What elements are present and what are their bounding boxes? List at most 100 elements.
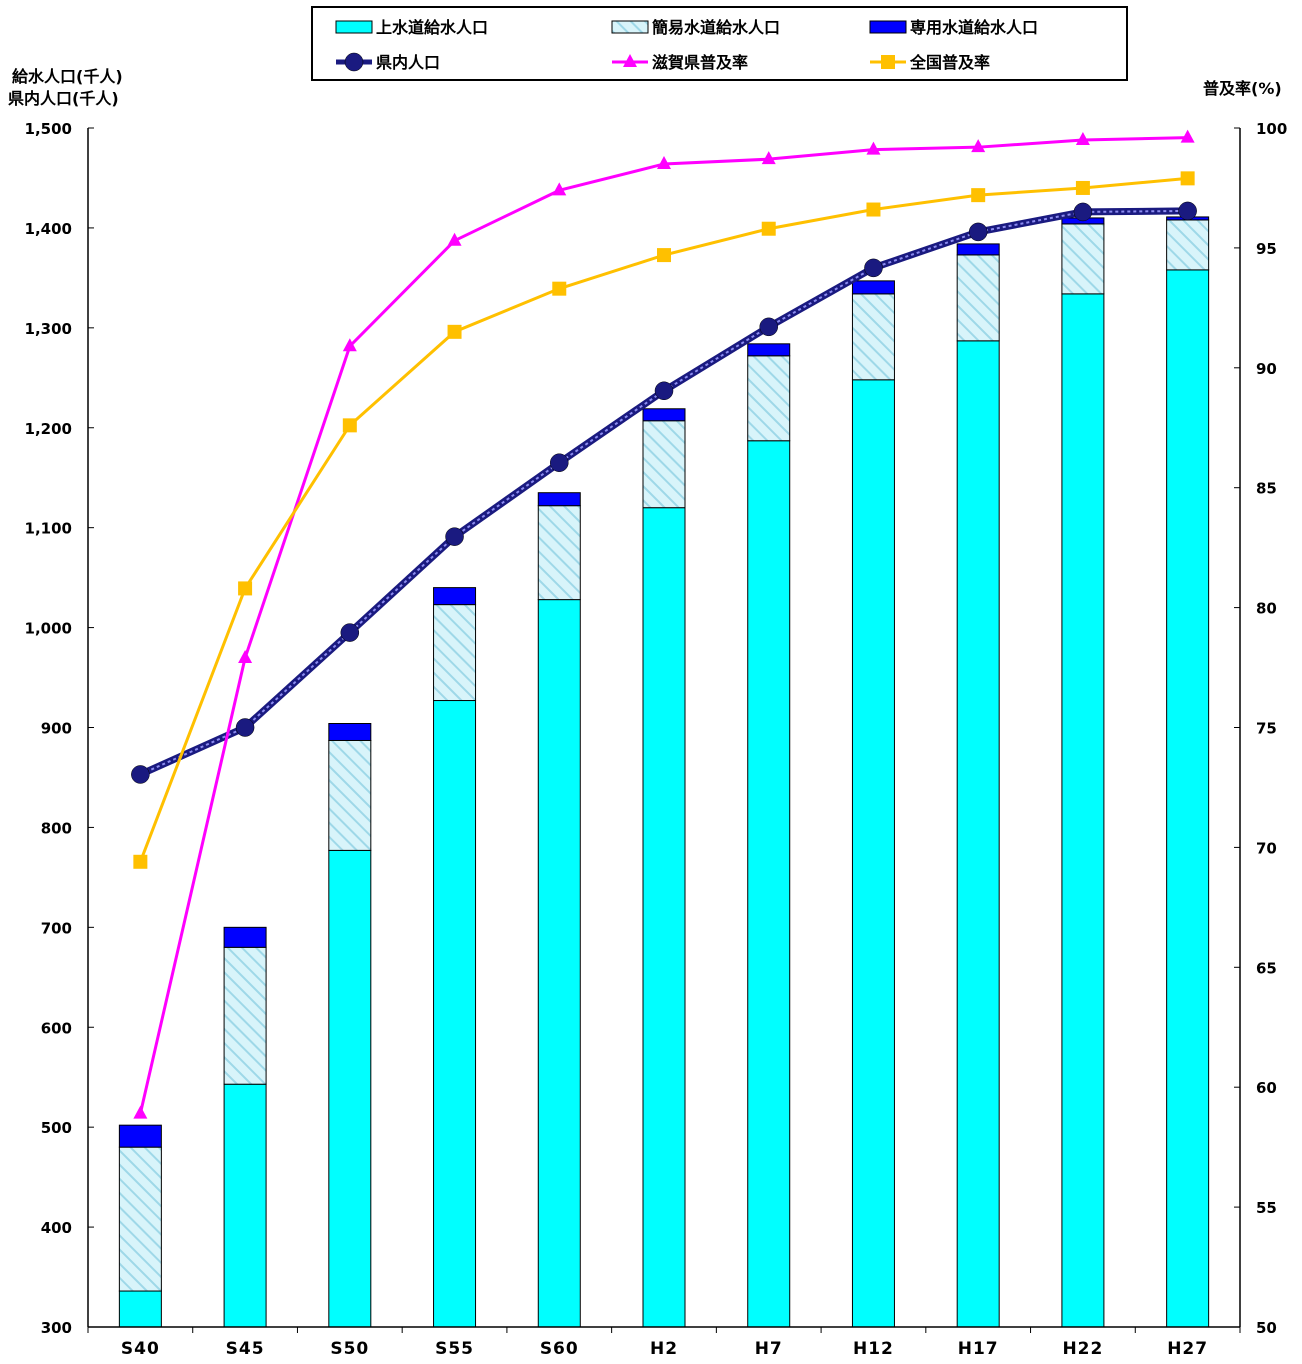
rate-1-point-H2 [657,248,671,263]
rate-0-point-H7 [761,151,776,165]
x-tick-label-S40: S40 [121,1339,160,1359]
legend-item-5-label: 全国普及率 [909,53,990,72]
rate-0-point-S50 [342,338,357,352]
bar-1-H7 [747,355,791,442]
rate-1-point-H27 [1180,171,1195,186]
y-right-tick-label: 100 [1256,120,1287,138]
y-left-tick-label: 400 [41,1219,72,1237]
legend-item-4-marker [623,54,637,67]
y-right-tick-label: 70 [1256,839,1277,857]
axis-titles: 給水人口(千人) 県内人口(千人) 普及率(%) [8,67,1282,108]
rate-1-point-H22 [1075,180,1090,195]
rate-1-point-S60 [552,281,567,296]
bar-2-S45 [223,926,267,948]
x-tick-label-H22: H22 [1062,1339,1103,1359]
y-right-title: 普及率(%) [1203,79,1282,98]
population-point-H17 [968,222,988,242]
y-left-tick-label: 1,200 [25,420,72,438]
rate-1-point-S55 [447,324,462,339]
rate-0-point-S55 [447,232,462,246]
x-tick-label-H27: H27 [1167,1339,1208,1359]
y-right-tick-label: 90 [1256,360,1277,378]
y-left-tick-label: 1,100 [25,520,72,538]
x-tick-label-S55: S55 [435,1339,474,1359]
bar-2-H2 [642,408,686,422]
bar-0-S55 [433,700,477,1328]
bar-1-H22 [1061,223,1105,295]
legend-item-5-marker [881,55,895,69]
rate-1-point-H7 [761,221,776,236]
y-left-tick-label: 600 [41,1019,72,1037]
legend-item-3-marker [344,52,364,72]
bar-2-H17 [956,243,1000,256]
y-left-tick-label: 800 [41,819,72,837]
population-point-S50 [340,623,360,642]
y-right-tick-label: 60 [1256,1079,1277,1097]
legend-item-0-label: 上水道給水人口 [376,18,488,37]
bar-1-S45 [223,946,267,1085]
y-left-tick-label: 700 [41,919,72,937]
population-point-S55 [445,527,464,546]
bar-0-H7 [747,440,791,1328]
population-point-H27 [1178,201,1197,221]
rate-0-point-H22 [1075,131,1090,145]
y-left-tick-label: 1,400 [25,220,72,238]
x-tick-label-S60: S60 [540,1339,579,1359]
x-tick-label-H17: H17 [958,1339,999,1359]
y-right-tick-label: 65 [1256,959,1277,977]
y-right-tick-label: 95 [1256,240,1277,258]
bar-1-H17 [956,254,1000,342]
legend-item-4-label: 滋賀県普及率 [652,53,748,72]
legend-item-0-swatch [335,20,373,34]
bar-0-H2 [642,507,686,1328]
y-left-title-line2: 県内人口(千人) [8,89,119,108]
bar-0-S50 [328,849,372,1328]
rate-0-point-H2 [657,155,671,169]
bar-1-S55 [433,604,477,702]
x-tick-label-H12: H12 [853,1339,894,1359]
rate-1-point-S50 [342,418,357,433]
legend-box [311,6,1128,81]
legend-item-1-label: 簡易水道給水人口 [651,18,780,37]
y-left-title-line1: 給水人口(千人) [12,67,123,86]
bar-2-H7 [747,343,791,357]
y-left-tick-label: 300 [41,1319,72,1337]
bar-0-S60 [537,599,581,1328]
bar-0-H17 [956,340,1000,1328]
y-left-tick-label: 1,500 [25,120,72,138]
lines [131,129,1197,1119]
y-left-tick-label: 500 [41,1119,72,1137]
y-right-tick-label: 75 [1256,720,1277,738]
axes: 1,500 1,400 1,300 1,200 1,100 1,000 900 800 700 6… [25,120,1288,1359]
y-right-tick-label: 55 [1256,1199,1277,1217]
legend-item-2-label: 専用水道給水人口 [910,18,1038,37]
legend-item-1-swatch [611,20,649,34]
population-point-S45 [235,718,255,737]
population-point-S40 [131,765,150,784]
population-point-S60 [550,453,569,472]
population-point-H12 [864,258,883,278]
rate-0-point-H27 [1180,129,1195,143]
bar-0-S40 [118,1290,162,1328]
rate-1-point-S40 [133,854,148,869]
rate-0-point-H17 [971,139,986,153]
bar-2-S50 [328,723,372,741]
x-tick-label-H2: H2 [650,1339,678,1359]
rate-0-point-S45 [238,649,253,663]
legend-item-3-label: 県内人口 [376,53,440,72]
legend-item-2-swatch [869,20,907,34]
x-tick-label-H7: H7 [755,1339,783,1359]
y-right-tick-label: 85 [1256,480,1277,498]
rate-1-point-H17 [971,188,986,203]
y-left-tick-label: 1,000 [25,620,72,638]
rate-1-point-H12 [866,202,881,217]
bar-2-S55 [433,587,477,606]
population-point-H2 [654,381,674,401]
bar-0-S45 [223,1083,267,1328]
population-point-H22 [1073,202,1093,222]
rate-0-point-H12 [866,141,881,155]
y-left-tick-label: 900 [41,720,72,738]
